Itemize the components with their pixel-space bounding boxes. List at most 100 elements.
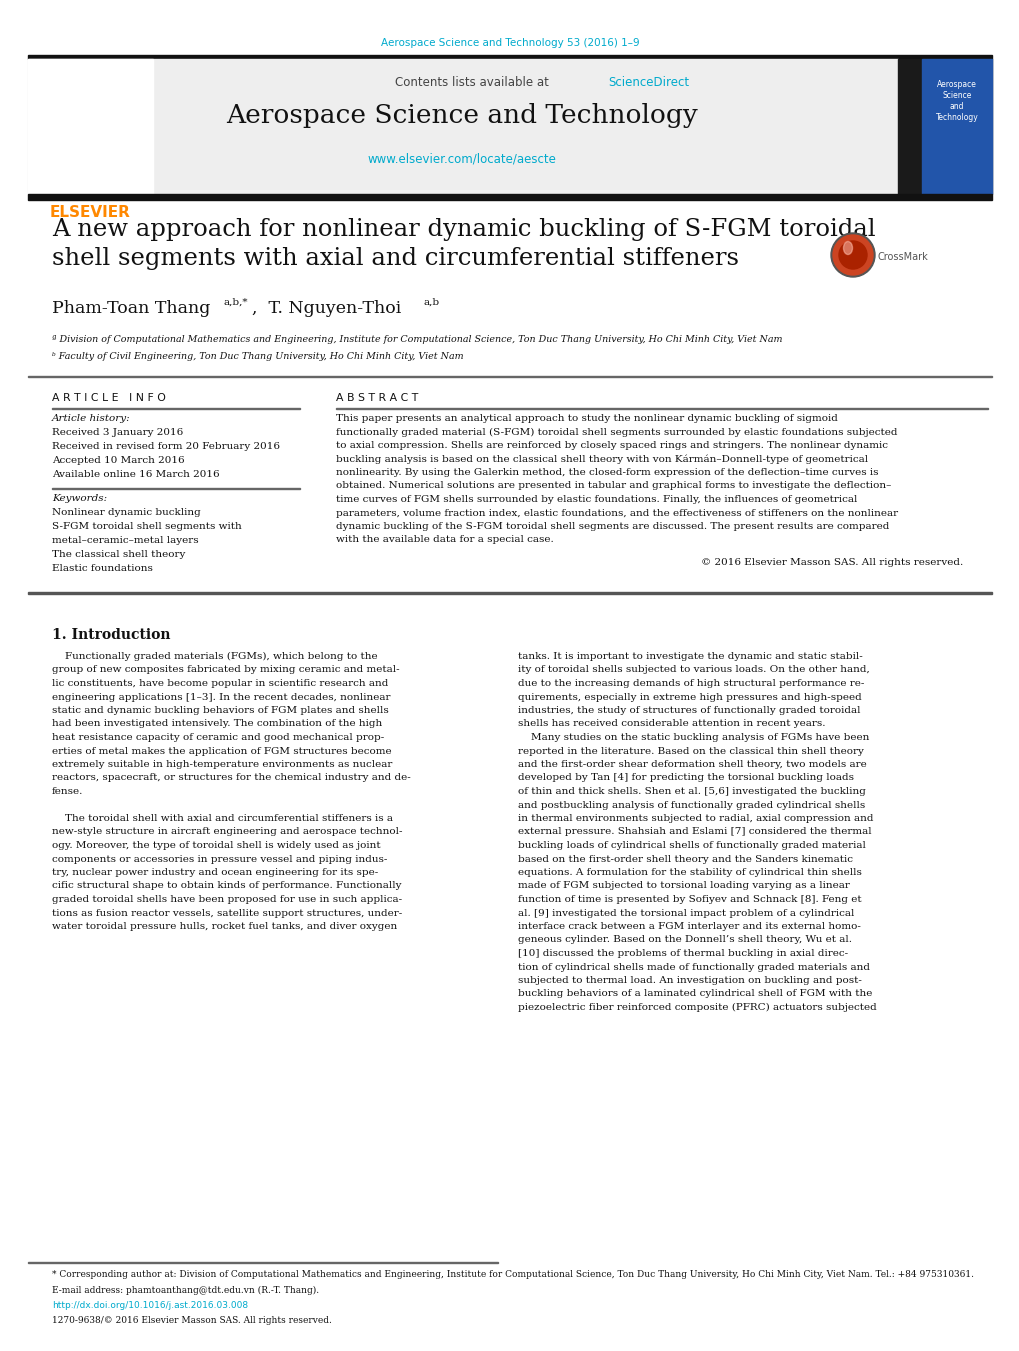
Text: quirements, especially in extreme high pressures and high-speed: quirements, especially in extreme high p… <box>518 693 861 701</box>
Text: a,b,*: a,b,* <box>224 299 249 307</box>
Text: cific structural shape to obtain kinds of performance. Functionally: cific structural shape to obtain kinds o… <box>52 881 401 890</box>
Text: functionally graded material (S-FGM) toroidal shell segments surrounded by elast: functionally graded material (S-FGM) tor… <box>335 427 897 436</box>
Text: graded toroidal shells have been proposed for use in such applica-: graded toroidal shells have been propose… <box>52 894 401 904</box>
Text: buckling loads of cylindrical shells of functionally graded material: buckling loads of cylindrical shells of … <box>518 842 865 850</box>
Text: E-mail address: phamtoanthang@tdt.edu.vn (R.-T. Thang).: E-mail address: phamtoanthang@tdt.edu.vn… <box>52 1286 319 1296</box>
Text: shells has received considerable attention in recent years.: shells has received considerable attenti… <box>518 720 824 728</box>
Bar <box>28 59 153 195</box>
Text: Elastic foundations: Elastic foundations <box>52 563 153 573</box>
Text: engineering applications [1–3]. In the recent decades, nonlinear: engineering applications [1–3]. In the r… <box>52 693 390 701</box>
Text: external pressure. Shahsiah and Eslami [7] considered the thermal: external pressure. Shahsiah and Eslami [… <box>518 828 871 836</box>
Text: Many studies on the static buckling analysis of FGMs have been: Many studies on the static buckling anal… <box>518 734 868 742</box>
Text: and postbuckling analysis of functionally graded cylindrical shells: and postbuckling analysis of functionall… <box>518 801 864 809</box>
Text: 1270-9638/© 2016 Elsevier Masson SAS. All rights reserved.: 1270-9638/© 2016 Elsevier Masson SAS. Al… <box>52 1316 331 1325</box>
Bar <box>28 59 897 195</box>
Text: fense.: fense. <box>52 788 84 796</box>
Text: S-FGM toroidal shell segments with: S-FGM toroidal shell segments with <box>52 521 242 531</box>
Text: buckling analysis is based on the classical shell theory with von Kármán–Donnell: buckling analysis is based on the classi… <box>335 454 867 463</box>
Text: www.elsevier.com/locate/aescte: www.elsevier.com/locate/aescte <box>367 153 556 166</box>
Text: Aerospace
Science
and
Technology: Aerospace Science and Technology <box>934 80 977 123</box>
Text: Nonlinear dynamic buckling: Nonlinear dynamic buckling <box>52 508 201 517</box>
Text: Received 3 January 2016: Received 3 January 2016 <box>52 428 183 436</box>
Bar <box>28 592 991 594</box>
Text: extremely suitable in high-temperature environments as nuclear: extremely suitable in high-temperature e… <box>52 761 392 769</box>
Text: The classical shell theory: The classical shell theory <box>52 550 185 559</box>
Text: A new approach for nonlinear dynamic buckling of S-FGM toroidal
shell segments w: A new approach for nonlinear dynamic buc… <box>52 218 874 270</box>
Text: industries, the study of structures of functionally graded toroidal: industries, the study of structures of f… <box>518 707 860 715</box>
Text: Contents lists available at: Contents lists available at <box>394 76 552 89</box>
Text: Keywords:: Keywords: <box>52 494 107 503</box>
Text: The toroidal shell with axial and circumferential stiffeners is a: The toroidal shell with axial and circum… <box>52 815 392 823</box>
Text: ogy. Moreover, the type of toroidal shell is widely used as joint: ogy. Moreover, the type of toroidal shel… <box>52 842 380 850</box>
Text: ,  T. Nguyen-Thoi: , T. Nguyen-Thoi <box>252 300 400 317</box>
Bar <box>28 55 991 59</box>
Text: This paper presents an analytical approach to study the nonlinear dynamic buckli: This paper presents an analytical approa… <box>335 413 837 423</box>
Text: reactors, spacecraft, or structures for the chemical industry and de-: reactors, spacecraft, or structures for … <box>52 774 411 782</box>
Text: try, nuclear power industry and ocean engineering for its spe-: try, nuclear power industry and ocean en… <box>52 867 378 877</box>
Circle shape <box>839 240 866 269</box>
Text: in thermal environments subjected to radial, axial compression and: in thermal environments subjected to rad… <box>518 815 872 823</box>
Text: metal–ceramic–metal layers: metal–ceramic–metal layers <box>52 536 199 544</box>
Text: Accepted 10 March 2016: Accepted 10 March 2016 <box>52 457 184 465</box>
Text: A B S T R A C T: A B S T R A C T <box>335 393 418 403</box>
Ellipse shape <box>843 242 852 254</box>
Text: erties of metal makes the application of FGM structures become: erties of metal makes the application of… <box>52 747 391 755</box>
Text: and the first-order shear deformation shell theory, two models are: and the first-order shear deformation sh… <box>518 761 866 769</box>
Text: with the available data for a special case.: with the available data for a special ca… <box>335 535 553 544</box>
Text: ScienceDirect: ScienceDirect <box>607 76 689 89</box>
Text: made of FGM subjected to torsional loading varying as a linear: made of FGM subjected to torsional loadi… <box>518 881 849 890</box>
Text: ª Division of Computational Mathematics and Engineering, Institute for Computati: ª Division of Computational Mathematics … <box>52 335 782 345</box>
Bar <box>897 59 991 195</box>
Text: due to the increasing demands of high structural performance re-: due to the increasing demands of high st… <box>518 680 863 688</box>
Circle shape <box>830 232 874 277</box>
Text: had been investigated intensively. The combination of the high: had been investigated intensively. The c… <box>52 720 382 728</box>
Text: interface crack between a FGM interlayer and its external homo-: interface crack between a FGM interlayer… <box>518 921 860 931</box>
Text: lic constituents, have become popular in scientific research and: lic constituents, have become popular in… <box>52 680 388 688</box>
Text: Aerospace Science and Technology 53 (2016) 1–9: Aerospace Science and Technology 53 (201… <box>380 38 639 49</box>
Text: based on the first-order shell theory and the Sanders kinematic: based on the first-order shell theory an… <box>518 854 852 863</box>
Text: a,b: a,b <box>424 299 439 307</box>
Text: piezoelectric fiber reinforced composite (PFRC) actuators subjected: piezoelectric fiber reinforced composite… <box>518 1002 876 1012</box>
Text: heat resistance capacity of ceramic and good mechanical prop-: heat resistance capacity of ceramic and … <box>52 734 384 742</box>
Text: CrossMark: CrossMark <box>877 253 928 262</box>
Text: reported in the literature. Based on the classical thin shell theory: reported in the literature. Based on the… <box>518 747 863 755</box>
Text: ELSEVIER: ELSEVIER <box>50 205 130 220</box>
Text: ᵇ Faculty of Civil Engineering, Ton Duc Thang University, Ho Chi Minh City, Viet: ᵇ Faculty of Civil Engineering, Ton Duc … <box>52 353 464 361</box>
Text: function of time is presented by Sofiyev and Schnack [8]. Feng et: function of time is presented by Sofiyev… <box>518 894 861 904</box>
Bar <box>28 195 991 200</box>
Text: group of new composites fabricated by mixing ceramic and metal-: group of new composites fabricated by mi… <box>52 666 399 674</box>
Text: tions as fusion reactor vessels, satellite support structures, under-: tions as fusion reactor vessels, satelli… <box>52 908 401 917</box>
Text: 1. Introduction: 1. Introduction <box>52 628 170 642</box>
Text: Functionally graded materials (FGMs), which belong to the: Functionally graded materials (FGMs), wh… <box>52 653 377 661</box>
Circle shape <box>833 235 872 276</box>
Text: A R T I C L E   I N F O: A R T I C L E I N F O <box>52 393 166 403</box>
Text: components or accessories in pressure vessel and piping indus-: components or accessories in pressure ve… <box>52 854 387 863</box>
Text: ity of toroidal shells subjected to various loads. On the other hand,: ity of toroidal shells subjected to vari… <box>518 666 869 674</box>
Text: parameters, volume fraction index, elastic foundations, and the effectiveness of: parameters, volume fraction index, elast… <box>335 508 898 517</box>
Text: new-style structure in aircraft engineering and aerospace technol-: new-style structure in aircraft engineer… <box>52 828 403 836</box>
Text: Pham-Toan Thang: Pham-Toan Thang <box>52 300 210 317</box>
Text: Article history:: Article history: <box>52 413 130 423</box>
Text: water toroidal pressure hulls, rocket fuel tanks, and diver oxygen: water toroidal pressure hulls, rocket fu… <box>52 921 396 931</box>
Text: http://dx.doi.org/10.1016/j.ast.2016.03.008: http://dx.doi.org/10.1016/j.ast.2016.03.… <box>52 1301 248 1310</box>
Text: Available online 16 March 2016: Available online 16 March 2016 <box>52 470 219 480</box>
Text: [10] discussed the problems of thermal buckling in axial direc-: [10] discussed the problems of thermal b… <box>518 948 847 958</box>
Text: tion of cylindrical shells made of functionally graded materials and: tion of cylindrical shells made of funct… <box>518 962 869 971</box>
Text: geneous cylinder. Based on the Donnell’s shell theory, Wu et al.: geneous cylinder. Based on the Donnell’s… <box>518 935 851 944</box>
Text: dynamic buckling of the S-FGM toroidal shell segments are discussed. The present: dynamic buckling of the S-FGM toroidal s… <box>335 521 889 531</box>
Text: subjected to thermal load. An investigation on buckling and post-: subjected to thermal load. An investigat… <box>518 975 861 985</box>
Text: developed by Tan [4] for predicting the torsional buckling loads: developed by Tan [4] for predicting the … <box>518 774 853 782</box>
Text: al. [9] investigated the torsional impact problem of a cylindrical: al. [9] investigated the torsional impac… <box>518 908 854 917</box>
Text: tanks. It is important to investigate the dynamic and static stabil-: tanks. It is important to investigate th… <box>518 653 862 661</box>
Text: © 2016 Elsevier Masson SAS. All rights reserved.: © 2016 Elsevier Masson SAS. All rights r… <box>700 558 962 567</box>
Bar <box>921 59 991 195</box>
Text: of thin and thick shells. Shen et al. [5,6] investigated the buckling: of thin and thick shells. Shen et al. [5… <box>518 788 865 796</box>
Text: static and dynamic buckling behaviors of FGM plates and shells: static and dynamic buckling behaviors of… <box>52 707 388 715</box>
Text: Received in revised form 20 February 2016: Received in revised form 20 February 201… <box>52 442 280 451</box>
Text: nonlinearity. By using the Galerkin method, the closed-form expression of the de: nonlinearity. By using the Galerkin meth… <box>335 467 877 477</box>
Text: buckling behaviors of a laminated cylindrical shell of FGM with the: buckling behaviors of a laminated cylind… <box>518 989 871 998</box>
Text: obtained. Numerical solutions are presented in tabular and graphical forms to in: obtained. Numerical solutions are presen… <box>335 481 891 490</box>
Text: time curves of FGM shells surrounded by elastic foundations. Finally, the influe: time curves of FGM shells surrounded by … <box>335 494 857 504</box>
Text: Aerospace Science and Technology: Aerospace Science and Technology <box>226 103 697 128</box>
Text: * Corresponding author at: Division of Computational Mathematics and Engineering: * Corresponding author at: Division of C… <box>52 1270 973 1279</box>
